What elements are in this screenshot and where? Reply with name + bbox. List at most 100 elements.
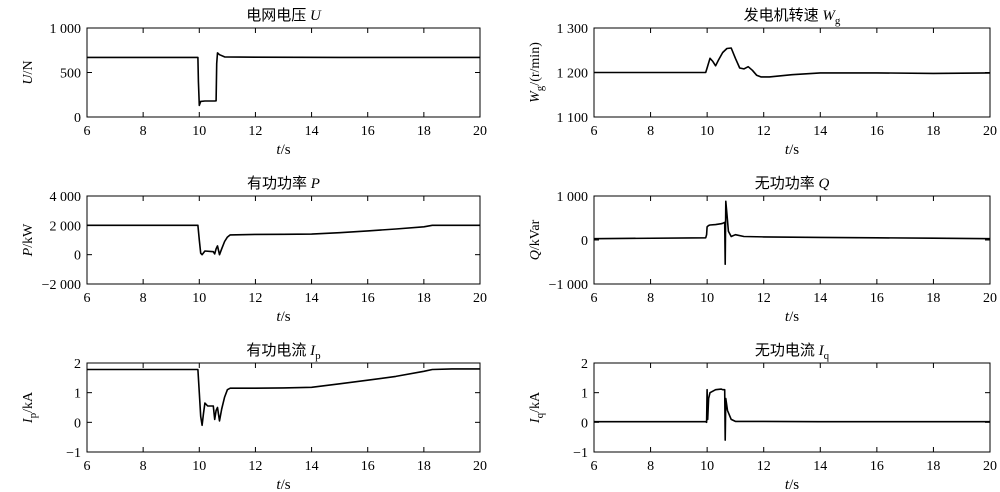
y-tick-label: 4 000 bbox=[50, 190, 82, 205]
x-tick-label: 16 bbox=[870, 124, 884, 139]
y-tick-label: 1 300 bbox=[557, 22, 589, 37]
x-tick-label: 12 bbox=[248, 459, 262, 474]
x-tick-label: 6 bbox=[84, 124, 91, 139]
chart-title: 无功电流 Iq bbox=[755, 342, 830, 362]
x-tick-label: 10 bbox=[192, 459, 206, 474]
y-tick-label: −1 bbox=[573, 446, 588, 461]
y-tick-label: 0 bbox=[581, 416, 588, 431]
x-tick-label: 16 bbox=[870, 291, 884, 306]
series-line bbox=[594, 388, 990, 441]
x-tick-label: 16 bbox=[361, 459, 375, 474]
y-axis-label: Ip/kA bbox=[21, 391, 39, 424]
y-tick-label: 1 bbox=[581, 387, 588, 402]
y-tick-label: −1 bbox=[66, 446, 81, 461]
x-tick-label: 18 bbox=[417, 291, 431, 306]
y-tick-label: 1 bbox=[74, 387, 81, 402]
series-line bbox=[87, 368, 480, 427]
y-axis-label: Q/kVar bbox=[528, 219, 543, 260]
y-tick-label: 0 bbox=[74, 111, 81, 126]
series-line bbox=[87, 224, 480, 256]
y-tick-label: 0 bbox=[74, 416, 81, 431]
x-tick-label: 8 bbox=[647, 124, 654, 139]
x-tick-label: 6 bbox=[591, 459, 598, 474]
y-tick-label: −2 000 bbox=[42, 278, 81, 293]
x-tick-label: 12 bbox=[757, 291, 771, 306]
x-tick-label: 14 bbox=[305, 124, 319, 139]
x-tick-label: 14 bbox=[305, 459, 319, 474]
x-tick-label: 18 bbox=[926, 124, 940, 139]
plot-frame bbox=[86, 362, 481, 453]
y-axis-label: Iq/kA bbox=[528, 391, 546, 424]
x-tick-label: 8 bbox=[647, 291, 654, 306]
y-tick-label: 2 000 bbox=[50, 219, 82, 234]
plot-frame bbox=[593, 195, 991, 285]
x-tick-label: 18 bbox=[926, 459, 940, 474]
x-axis-label: t/s bbox=[785, 477, 799, 492]
x-tick-label: 18 bbox=[926, 291, 940, 306]
x-tick-label: 20 bbox=[473, 459, 487, 474]
x-tick-label: 12 bbox=[248, 291, 262, 306]
x-tick-label: 8 bbox=[140, 291, 147, 306]
x-tick-label: 20 bbox=[983, 291, 997, 306]
x-tick-label: 16 bbox=[870, 459, 884, 474]
series-line bbox=[593, 200, 991, 266]
subplot-3: 无功功率 Q 6 8 10 12 14 16 18 20 −1 000 0 1 000 t/s Q/kVa… bbox=[528, 175, 997, 325]
chart-title: 无功功率 Q bbox=[755, 175, 830, 192]
y-tick-label: 2 bbox=[74, 357, 81, 372]
subplot-1: 发电机转速 Wg 6 8 10 12 14 16 18 20 1 100 1 200 1 300 t/s… bbox=[528, 7, 997, 158]
y-axis-label: Wg/(r/min) bbox=[528, 42, 546, 103]
chart-title: 电网电压 U bbox=[246, 7, 322, 24]
y-tick-label: −1 000 bbox=[549, 278, 588, 293]
plot-frame bbox=[86, 195, 481, 285]
x-axis-label: t/s bbox=[785, 309, 799, 325]
y-tick-label: 1 000 bbox=[557, 190, 589, 205]
x-tick-label: 20 bbox=[983, 459, 997, 474]
x-tick-label: 20 bbox=[983, 124, 997, 139]
x-tick-label: 20 bbox=[473, 291, 487, 306]
x-tick-label: 6 bbox=[591, 291, 598, 306]
x-tick-label: 6 bbox=[84, 459, 91, 474]
x-tick-label: 14 bbox=[813, 459, 827, 474]
x-tick-label: 12 bbox=[757, 459, 771, 474]
y-tick-label: 500 bbox=[60, 67, 81, 82]
x-axis-label: t/s bbox=[276, 142, 290, 158]
y-tick-label: 1 000 bbox=[50, 22, 82, 37]
y-axis-label: U/N bbox=[21, 60, 36, 84]
x-tick-label: 14 bbox=[305, 291, 319, 306]
x-tick-label: 18 bbox=[417, 459, 431, 474]
x-tick-label: 6 bbox=[591, 124, 598, 139]
x-tick-label: 10 bbox=[700, 291, 714, 306]
subplot-2: 有功功率 P 6 8 10 12 14 16 18 20 −2 000 0 2 000 4 000 t/s… bbox=[21, 175, 487, 325]
x-tick-label: 10 bbox=[192, 124, 206, 139]
x-tick-label: 10 bbox=[192, 291, 206, 306]
chart-title: 有功电流 Ip bbox=[246, 342, 321, 362]
x-tick-label: 16 bbox=[361, 124, 375, 139]
x-tick-label: 6 bbox=[84, 291, 91, 306]
x-tick-label: 20 bbox=[473, 124, 487, 139]
y-tick-label: 0 bbox=[74, 249, 81, 264]
series-line bbox=[87, 52, 480, 107]
x-tick-label: 8 bbox=[140, 124, 147, 139]
subplot-0: 电网电压 U 6 8 10 12 14 16 18 20 0 500 1 000 t/s U/N bbox=[21, 7, 487, 158]
x-tick-label: 10 bbox=[700, 459, 714, 474]
y-tick-label: 0 bbox=[581, 234, 588, 249]
x-tick-label: 12 bbox=[248, 124, 262, 139]
x-axis-label: t/s bbox=[785, 142, 799, 158]
plot-frame bbox=[593, 362, 991, 453]
chart-title: 有功功率 P bbox=[247, 175, 320, 192]
x-tick-label: 8 bbox=[647, 459, 654, 474]
x-tick-label: 10 bbox=[700, 124, 714, 139]
series-line bbox=[594, 47, 991, 78]
chart-title: 发电机转速 Wg bbox=[744, 7, 841, 27]
x-tick-label: 12 bbox=[757, 124, 771, 139]
x-axis-label: t/s bbox=[276, 477, 290, 492]
y-tick-label: 1 100 bbox=[557, 111, 589, 126]
x-tick-label: 8 bbox=[140, 459, 147, 474]
y-axis-label: P/kW bbox=[21, 223, 36, 257]
x-tick-label: 18 bbox=[417, 124, 431, 139]
y-tick-label: 2 bbox=[581, 357, 588, 372]
x-tick-label: 14 bbox=[813, 291, 827, 306]
y-tick-label: 1 200 bbox=[557, 67, 589, 82]
